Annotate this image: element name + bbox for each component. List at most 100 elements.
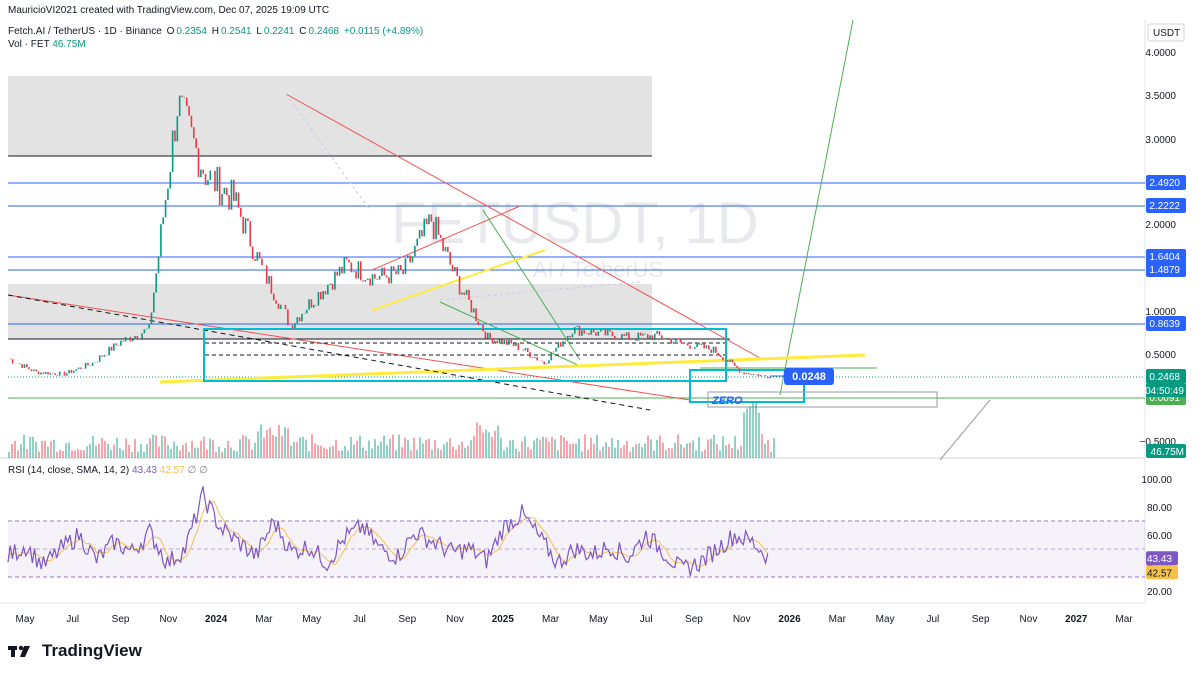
volume-bar xyxy=(524,436,526,458)
volume-bar xyxy=(479,425,481,458)
volume-bar xyxy=(674,442,676,458)
volume-bar xyxy=(518,451,520,458)
time-tick-label: 2027 xyxy=(1065,614,1088,625)
volume-bar xyxy=(482,432,484,458)
price-level-badge[interactable] xyxy=(1146,316,1186,331)
watermark-ticker: FETUSDT, 1D xyxy=(391,191,758,256)
volume-bar xyxy=(8,451,10,458)
zero-label-box[interactable] xyxy=(707,391,938,408)
price-series[interactable] xyxy=(9,95,771,379)
volume-bar xyxy=(185,442,187,458)
rsi-series[interactable] xyxy=(7,486,769,576)
volume-bar xyxy=(80,449,82,458)
volume-bar xyxy=(491,436,493,458)
volume-bar xyxy=(206,449,208,458)
time-tick-label: Nov xyxy=(159,614,177,625)
price-axis[interactable]: USDT 4.0000 3.5000 3.0000 2.0000 1.0000 0.5000… xyxy=(1140,23,1186,458)
volume-bar xyxy=(692,440,694,458)
volume-bar xyxy=(578,438,580,458)
volume-bar xyxy=(380,441,382,458)
time-tick-label: Sep xyxy=(398,614,416,625)
volume-bar xyxy=(293,441,295,458)
time-tick-label: Nov xyxy=(733,614,751,625)
time-tick-label: Mar xyxy=(255,614,273,625)
volume-bar xyxy=(230,447,232,458)
yellow-small-trendline[interactable] xyxy=(371,249,546,311)
countdown-label: 04:50:49 xyxy=(1145,386,1184,397)
supply-zone-lower[interactable] xyxy=(8,284,652,339)
volume-bar xyxy=(320,445,322,458)
time-tick-label: May xyxy=(876,614,895,625)
volume-bar xyxy=(176,445,178,458)
cyan-target-box[interactable] xyxy=(689,369,805,403)
rsi-tick-label: 60.00 xyxy=(1147,531,1172,542)
dashed-long-trend[interactable] xyxy=(7,294,651,411)
rsi-legend-value: 43.43 xyxy=(131,465,157,476)
volume-bar xyxy=(701,451,703,458)
volume-bar xyxy=(314,443,316,458)
volume-bar xyxy=(305,439,307,458)
supply-zone-upper[interactable] xyxy=(8,76,652,156)
volume-series[interactable] xyxy=(8,401,775,458)
volume-bar xyxy=(20,444,22,458)
currency-label[interactable]: USDT xyxy=(1153,28,1180,39)
yellow-trendline[interactable] xyxy=(159,353,866,384)
volume-bar xyxy=(179,450,181,458)
target-badge[interactable] xyxy=(784,368,834,385)
rsi-tick-label: 80.00 xyxy=(1147,503,1172,514)
rsi-tick-label: 20.00 xyxy=(1147,587,1172,598)
volume-bar xyxy=(566,440,568,458)
descending-support-line[interactable] xyxy=(7,294,691,401)
volume-bar xyxy=(419,437,421,458)
volume-bar xyxy=(386,444,388,458)
volume-bar xyxy=(41,440,43,458)
price-level-label: 2.2222 xyxy=(1149,201,1180,212)
descending-resistance-line[interactable] xyxy=(285,93,761,359)
volume-bar xyxy=(458,444,460,458)
volume-label[interactable]: Vol · FET xyxy=(8,39,50,50)
time-tick-label: Sep xyxy=(112,614,130,625)
volume-bar xyxy=(644,443,646,458)
volume-bar xyxy=(596,434,598,458)
low-label: L xyxy=(256,26,262,37)
green-decline-line[interactable] xyxy=(482,209,581,361)
price-level-badge[interactable] xyxy=(1146,198,1186,213)
volume-bar xyxy=(92,435,94,458)
price-level-badge[interactable] xyxy=(1146,369,1186,384)
price-level-badge[interactable] xyxy=(1146,249,1186,264)
volume-bar xyxy=(95,445,97,458)
volume-bar xyxy=(449,438,451,458)
volume-bar xyxy=(647,435,649,458)
symbol-name[interactable]: Fetch.AI / TetherUS · 1D · Binance xyxy=(8,26,162,37)
volume-bar xyxy=(263,437,265,458)
volume-bar xyxy=(602,446,604,458)
volume-bar xyxy=(683,447,685,458)
green-projection-line[interactable] xyxy=(779,19,854,396)
volume-bar xyxy=(446,442,448,458)
rsi-line[interactable] xyxy=(7,486,769,576)
volume-bar xyxy=(311,434,313,458)
red-channel-line[interactable] xyxy=(371,205,521,271)
footer: TradingView xyxy=(8,641,142,661)
volume-bar xyxy=(680,444,682,458)
time-tick-label: Jul xyxy=(640,614,653,625)
price-level-badge[interactable] xyxy=(1146,175,1186,190)
volume-bar xyxy=(551,436,553,458)
rsi-legend-label[interactable]: RSI (14, close, SMA, 14, 2) xyxy=(8,465,130,476)
time-axis[interactable]: May Jul Sep Nov 2024 Mar May Jul Sep Nov 2025 Mar Ma… xyxy=(16,614,1134,625)
volume-bar xyxy=(149,438,151,458)
volume-bar xyxy=(245,436,247,458)
volume-bar xyxy=(455,449,457,458)
price-tick-label: 3.0000 xyxy=(1145,135,1176,146)
high-label: H xyxy=(211,26,219,37)
volume-bar xyxy=(638,443,640,458)
volume-bar xyxy=(755,402,757,458)
rsi-sma-line[interactable] xyxy=(7,500,769,567)
price-level-badge[interactable] xyxy=(1146,262,1186,277)
volume-bar xyxy=(173,441,175,458)
volume-bar xyxy=(521,441,523,458)
cyan-range-box[interactable] xyxy=(203,328,727,382)
volume-bar xyxy=(635,444,637,458)
